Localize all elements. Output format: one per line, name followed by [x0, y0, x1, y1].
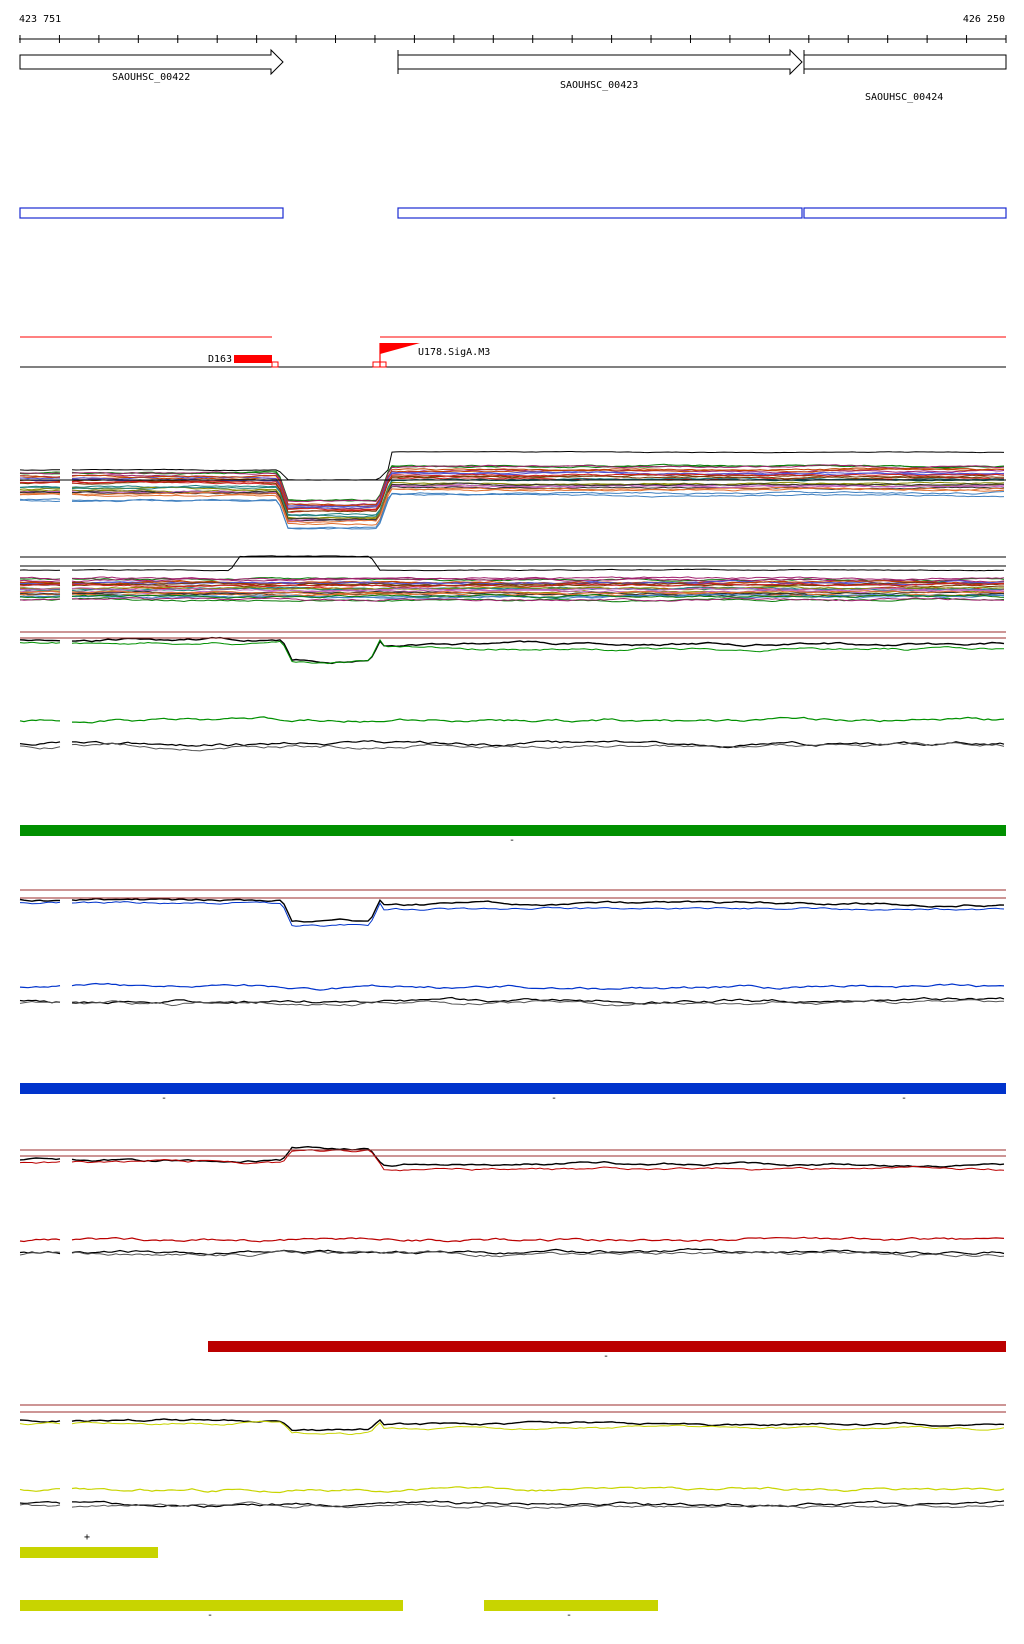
segment-bars: - - - - - + - -	[20, 825, 1006, 1621]
feature-track: D163 U178.SigA.M3	[20, 336, 1006, 368]
ruler-start-label: 423 751	[19, 14, 61, 25]
segment-bar-red[interactable]	[208, 1341, 1006, 1352]
feature-label-d163: D163	[208, 354, 232, 365]
coordinate-ruler: 423 751 426 250	[19, 14, 1007, 43]
promoter-u178-flag[interactable]	[380, 343, 420, 354]
gene-arrow-00422[interactable]	[19, 48, 284, 76]
segment-bar-blue[interactable]	[20, 1083, 1006, 1094]
cds-box-00423[interactable]	[397, 207, 803, 219]
group-curve-grey	[19, 1250, 1005, 1258]
ruler-ticks	[19, 35, 1007, 43]
sample-curve	[19, 590, 1005, 596]
group-curve-black	[19, 996, 1005, 1005]
gene-arrow-00423[interactable]	[397, 48, 803, 76]
sample-curve-black	[19, 555, 1005, 572]
segment-mark-yellow-2: -	[566, 1610, 572, 1621]
sample-curve	[19, 582, 1005, 588]
segment-bar-yellow-1[interactable]	[20, 1600, 403, 1611]
cds-box-00424[interactable]	[803, 207, 1007, 219]
group-curve-grey	[19, 1501, 1005, 1510]
group-curve-colored	[19, 1486, 1005, 1494]
group-curve-colored	[19, 1149, 1005, 1172]
sample-curve	[19, 464, 1005, 503]
sample-curve	[19, 587, 1005, 592]
cds-track	[19, 207, 1007, 219]
segment-mark-yellow-1: -	[207, 1610, 213, 1621]
group-curve-black	[19, 1418, 1005, 1432]
segment-bar-yellow-2[interactable]	[484, 1600, 658, 1611]
sample-curve	[19, 597, 1005, 602]
cds-box-00422[interactable]	[19, 207, 284, 219]
group-curve-colored	[19, 982, 1005, 991]
sample-curve	[19, 490, 1005, 530]
sample-curve	[19, 493, 1005, 529]
gene-arrow-00424[interactable]	[803, 54, 1007, 70]
group-curve-colored	[19, 1236, 1005, 1243]
group-curve-grey	[19, 999, 1005, 1007]
segment-bar-yellow-plus[interactable]	[20, 1547, 158, 1558]
segment-mark-blue-3: -	[901, 1093, 907, 1104]
sample-curve	[19, 467, 1005, 507]
sample-curve	[19, 473, 1005, 511]
terminator-d163[interactable]	[234, 355, 272, 363]
sample-curve	[19, 471, 1005, 508]
sample-curve	[19, 593, 1005, 599]
expression-curves	[19, 451, 1006, 1510]
segment-mark-blue-2: -	[551, 1093, 557, 1104]
gene-label-00422: SAOUHSC_00422	[112, 72, 190, 83]
sample-curve	[19, 487, 1005, 523]
group-curve-black	[19, 897, 1005, 923]
promoter-u178-marker	[372, 361, 387, 368]
gene-label-00423: SAOUHSC_00423	[560, 80, 638, 91]
sample-curve	[19, 482, 1004, 521]
segment-bar-green[interactable]	[20, 825, 1006, 836]
sample-curve-black	[19, 451, 1005, 481]
group-curve-colored	[19, 901, 1005, 927]
gene-label-00424: SAOUHSC_00424	[865, 92, 943, 103]
group-curve-colored	[19, 716, 1005, 724]
sample-curve	[19, 576, 1005, 582]
group-curve-colored	[19, 638, 1005, 665]
group-curve-black	[19, 636, 1005, 665]
sample-curve	[19, 484, 1005, 522]
ruler-end-label: 426 250	[963, 14, 1005, 25]
segment-mark-blue-1: -	[161, 1093, 167, 1104]
group-curve-grey	[19, 741, 1005, 752]
sample-curve	[19, 593, 1005, 599]
gene-track: SAOUHSC_00422 SAOUHSC_00423 SAOUHSC_0042…	[19, 48, 1007, 103]
segment-mark-red: -	[603, 1351, 609, 1362]
group-curve-colored	[19, 1420, 1005, 1436]
segment-mark-green: -	[509, 835, 515, 846]
feature-label-u178: U178.SigA.M3	[418, 347, 490, 358]
segment-mark-yellow-plus: +	[84, 1532, 90, 1543]
group-curve-black	[19, 739, 1005, 749]
terminator-d163-marker	[271, 361, 279, 368]
